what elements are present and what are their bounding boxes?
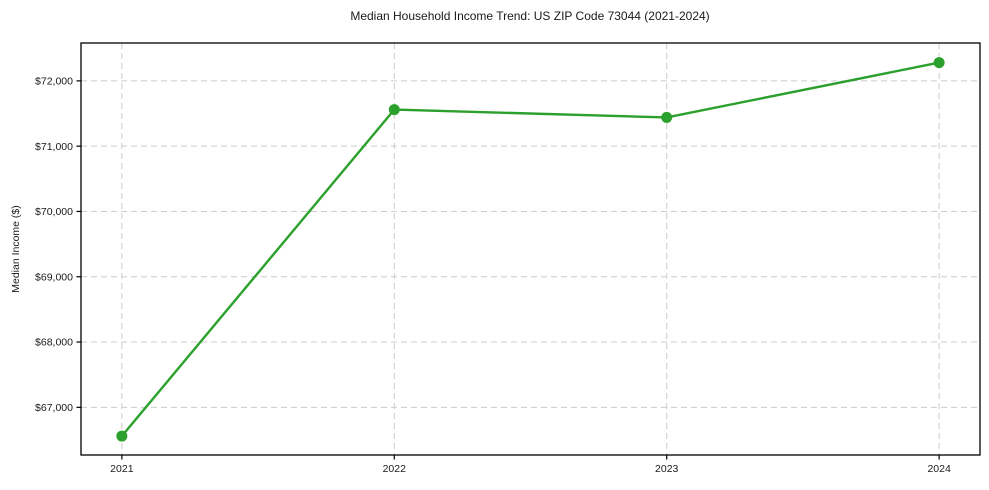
- data-point-2024: [933, 57, 945, 69]
- data-point-2023: [661, 111, 673, 123]
- y-tick-label: $72,000: [35, 76, 73, 88]
- y-tick-label: $68,000: [35, 337, 73, 349]
- y-axis-label: Median Income ($): [10, 205, 22, 293]
- x-tick-label: 2022: [383, 463, 407, 475]
- median-income-line: [120, 61, 941, 438]
- data-point-2021: [116, 430, 128, 442]
- y-tick-label: $69,000: [35, 271, 73, 283]
- x-tick-label: 2023: [655, 463, 679, 475]
- x-tick-label: 2021: [110, 463, 134, 475]
- chart-title: Median Household Income Trend: US ZIP Co…: [350, 9, 710, 23]
- data-point-2022: [388, 104, 400, 116]
- y-tick-label: $70,000: [35, 206, 73, 218]
- plot-border: [80, 42, 981, 456]
- y-tick-label: $67,000: [35, 402, 73, 414]
- y-tick-label: $71,000: [35, 141, 73, 153]
- x-tick-label: 2024: [927, 463, 951, 475]
